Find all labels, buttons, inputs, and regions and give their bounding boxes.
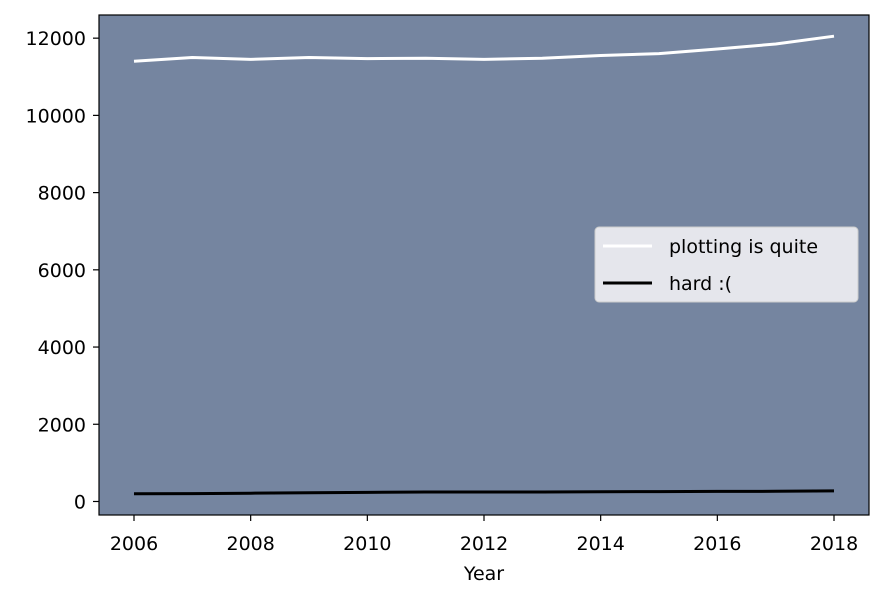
x-axis-label: Year — [463, 563, 504, 585]
series-line-1 — [133, 34, 835, 63]
y-tick-label: 0 — [74, 491, 86, 513]
y-tick-label: 8000 — [38, 183, 86, 205]
y-tick-label: 4000 — [38, 337, 86, 359]
legend-label-2: hard :( — [669, 273, 732, 295]
y-axis: 0 2000 4000 6000 8000 10000 12000 — [26, 28, 99, 513]
x-tick-label: 2016 — [693, 533, 741, 555]
y-tick-label: 6000 — [38, 260, 86, 282]
legend: plotting is quite hard :( — [594, 226, 859, 303]
series-line-2 — [133, 489, 835, 496]
x-tick-label: 2006 — [110, 533, 158, 555]
series-layer — [133, 34, 835, 496]
x-axis: 2006 2008 2010 2012 2014 2016 2018 — [110, 515, 858, 555]
x-tick-label: 2012 — [460, 533, 508, 555]
y-tick-label: 10000 — [26, 105, 86, 127]
x-tick-label: 2018 — [810, 533, 858, 555]
y-tick-label: 12000 — [26, 28, 86, 50]
legend-label-1: plotting is quite — [669, 236, 818, 258]
x-tick-label: 2014 — [576, 533, 624, 555]
x-tick-label: 2008 — [226, 533, 274, 555]
x-tick-label: 2010 — [343, 533, 391, 555]
legend-box — [594, 226, 859, 303]
y-tick-label: 2000 — [38, 414, 86, 436]
